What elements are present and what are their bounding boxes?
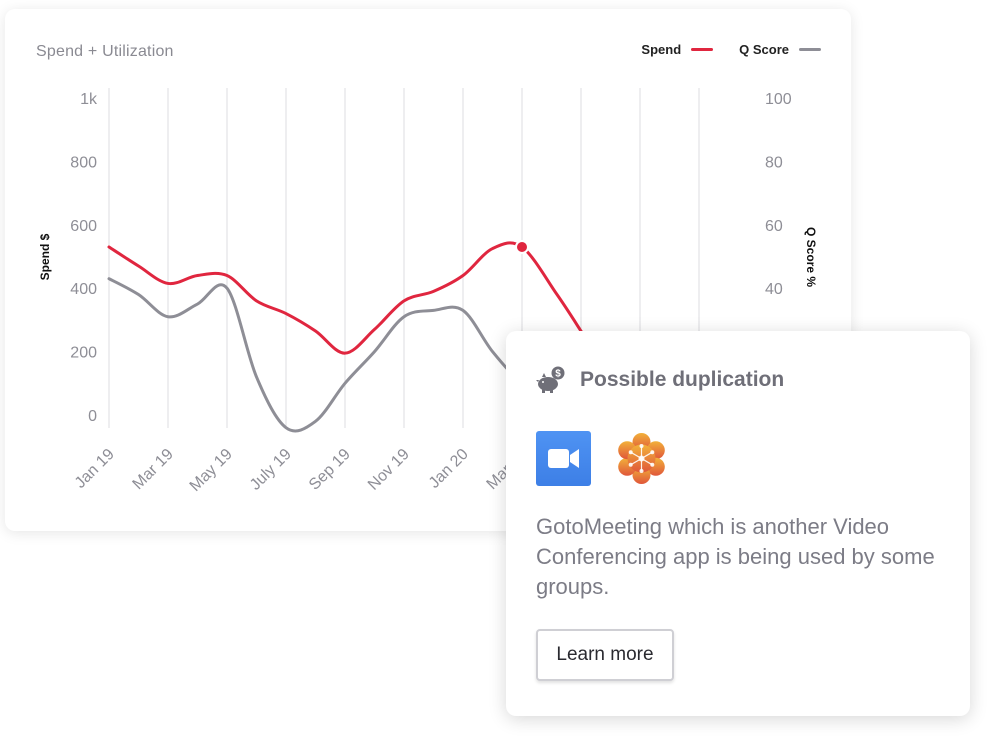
x-tick-jan-20: Jan 20: [426, 446, 472, 492]
x-tick-july-19: July 19: [247, 446, 295, 494]
x-tick-sep-19: Sep 19: [306, 446, 354, 494]
x-tick-mar-19: Mar 19: [130, 446, 177, 493]
zoom-app-icon[interactable]: [536, 431, 591, 486]
series-line-q-score: [107, 277, 554, 433]
y-left-tick-1k: 1k: [80, 91, 98, 108]
y-right-axis-label: Q Score %: [804, 227, 818, 287]
y-right-tick-80: 80: [765, 154, 783, 171]
y-right-tick-60: 60: [765, 218, 783, 235]
series-line-spend: [107, 241, 584, 355]
flower-logo-icon: [618, 433, 665, 484]
gotomeeting-app-icon[interactable]: [614, 431, 669, 486]
chart-legend: Spend Q Score: [615, 42, 821, 57]
y-left-tick-0: 0: [88, 408, 97, 425]
y-left-tick-400: 400: [70, 281, 97, 298]
popup-title: Possible duplication: [580, 368, 785, 391]
svg-text:$: $: [555, 369, 561, 380]
video-camera-icon: [548, 449, 579, 468]
legend-item-spend[interactable]: Spend: [641, 42, 714, 57]
x-tick-may-19: May 19: [187, 446, 236, 495]
piggy-bank-dollar-icon: $: [536, 366, 565, 393]
y-left-tick-600: 600: [70, 218, 97, 235]
y-right-tick-40: 40: [765, 281, 783, 298]
y-left-tick-800: 800: [70, 154, 97, 171]
legend-swatch-spend: [691, 48, 714, 51]
highlight-point-spend: [515, 239, 529, 254]
popup-header: $ Possible duplication: [536, 365, 784, 395]
duplication-popup: $ Possible duplication: [506, 331, 970, 716]
popup-body-text: GotoMeeting which is another Video Confe…: [536, 514, 935, 599]
legend-swatch-q-score: [799, 48, 821, 51]
learn-more-button[interactable]: Learn more: [536, 629, 674, 681]
x-tick-jan-19: Jan 19: [72, 446, 118, 492]
y-left-tick-200: 200: [70, 345, 97, 362]
legend-item-q-score[interactable]: Q Score: [739, 42, 821, 57]
chart-title: Spend + Utilization: [36, 43, 174, 60]
legend-label-q-score: Q Score: [739, 42, 789, 57]
y-left-axis-label: Spend $: [38, 233, 52, 280]
x-tick-nov-19: Nov 19: [365, 446, 413, 494]
legend-label-spend: Spend: [641, 42, 682, 57]
y-right-tick-100: 100: [765, 91, 792, 108]
